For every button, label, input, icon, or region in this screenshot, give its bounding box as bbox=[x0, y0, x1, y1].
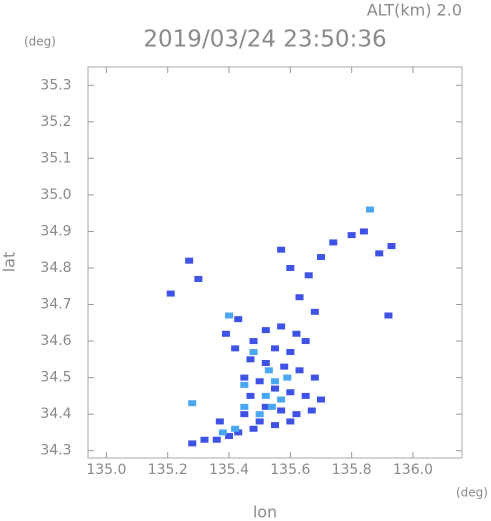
echo-cell bbox=[310, 374, 319, 381]
echo-cell bbox=[261, 359, 270, 366]
x-tick-label: 136.0 bbox=[393, 462, 433, 478]
echo-cell bbox=[329, 239, 338, 246]
echo-cell bbox=[264, 367, 273, 374]
echo-cell bbox=[277, 246, 286, 253]
x-tick-label: 135.6 bbox=[270, 462, 310, 478]
echo-cell bbox=[246, 392, 255, 399]
y-tick-label: 35.1 bbox=[40, 150, 71, 166]
x-axis-label: lon bbox=[253, 503, 277, 521]
echo-cell bbox=[231, 345, 240, 352]
echo-cell bbox=[194, 275, 203, 282]
echo-cell bbox=[240, 411, 249, 418]
echo-cell bbox=[261, 327, 270, 334]
echo-cell bbox=[316, 254, 325, 261]
echo-cell bbox=[277, 396, 286, 403]
echo-cell bbox=[359, 228, 368, 235]
echo-cell bbox=[255, 411, 264, 418]
echo-cell bbox=[347, 232, 356, 239]
echo-cell bbox=[188, 400, 197, 407]
y-tick-label: 34.4 bbox=[40, 406, 71, 422]
echo-cell bbox=[387, 243, 396, 250]
y-tick-label: 35.3 bbox=[40, 77, 71, 93]
echo-cell bbox=[240, 403, 249, 410]
echo-cell bbox=[277, 407, 286, 414]
echo-cell bbox=[277, 323, 286, 330]
echo-cell bbox=[267, 403, 276, 410]
plot-frame bbox=[87, 66, 463, 459]
echo-cell bbox=[200, 436, 209, 443]
y-unit: (deg) bbox=[24, 35, 56, 49]
echo-cell bbox=[375, 250, 384, 257]
echo-cell bbox=[295, 367, 304, 374]
echo-cell bbox=[307, 407, 316, 414]
echo-cell bbox=[295, 294, 304, 301]
echo-cell bbox=[240, 374, 249, 381]
y-axis-label: lat bbox=[0, 252, 19, 273]
x-unit: (deg) bbox=[456, 486, 488, 500]
echo-cell bbox=[249, 349, 258, 356]
y-tick-label: 34.5 bbox=[40, 370, 71, 386]
echo-cell bbox=[292, 330, 301, 337]
echo-cell bbox=[215, 418, 224, 425]
echo-cell bbox=[286, 418, 295, 425]
y-tick-label: 34.9 bbox=[40, 223, 71, 239]
echo-cell bbox=[271, 378, 279, 385]
y-tick-label: 35.0 bbox=[40, 187, 71, 203]
chart-title: 2019/03/24 23:50:36 bbox=[143, 27, 386, 53]
echo-cell bbox=[249, 425, 258, 432]
echo-cell bbox=[261, 403, 270, 410]
echo-cell bbox=[166, 290, 175, 297]
echo-cell bbox=[271, 385, 279, 392]
y-tick-label: 34.3 bbox=[40, 443, 71, 459]
echo-cell bbox=[366, 206, 375, 213]
echo-cell bbox=[225, 312, 234, 319]
echo-cell bbox=[212, 436, 221, 443]
echo-cell bbox=[231, 425, 240, 432]
echo-cell bbox=[221, 330, 230, 337]
echo-cell bbox=[234, 429, 243, 436]
echo-cell bbox=[301, 392, 310, 399]
echo-cell bbox=[310, 308, 319, 315]
echo-cell bbox=[292, 411, 301, 418]
echo-cell bbox=[249, 338, 258, 345]
echo-cell bbox=[286, 349, 295, 356]
echo-cell bbox=[271, 345, 279, 352]
echo-cell bbox=[225, 433, 234, 440]
echo-cell bbox=[255, 378, 264, 385]
echo-cell bbox=[280, 363, 289, 370]
echo-cell bbox=[240, 381, 249, 388]
y-tick-label: 34.6 bbox=[40, 333, 71, 349]
y-tick-label: 34.7 bbox=[40, 297, 71, 313]
echo-cell bbox=[246, 356, 255, 363]
echo-cell bbox=[255, 418, 264, 425]
echo-cell bbox=[261, 392, 270, 399]
x-tick-label: 135.4 bbox=[209, 462, 249, 478]
echo-cell bbox=[283, 374, 292, 381]
x-tick-label: 135.2 bbox=[148, 462, 188, 478]
echo-cell bbox=[218, 429, 227, 436]
y-tick-label: 34.8 bbox=[40, 260, 71, 276]
x-tick-label: 135.8 bbox=[332, 462, 372, 478]
echo-cell bbox=[304, 272, 313, 279]
echo-cell bbox=[301, 338, 310, 345]
echo-cell bbox=[286, 264, 295, 271]
echo-cell bbox=[234, 316, 243, 323]
y-tick-label: 35.2 bbox=[40, 114, 71, 130]
altitude-label: ALT(km) 2.0 bbox=[367, 1, 462, 20]
x-tick-label: 135.0 bbox=[86, 462, 126, 478]
echo-cell bbox=[185, 257, 194, 264]
echo-cell bbox=[271, 422, 279, 429]
echo-cell bbox=[188, 440, 197, 447]
echo-cell bbox=[384, 312, 393, 319]
echo-cell bbox=[286, 389, 295, 396]
echo-cell bbox=[316, 396, 325, 403]
